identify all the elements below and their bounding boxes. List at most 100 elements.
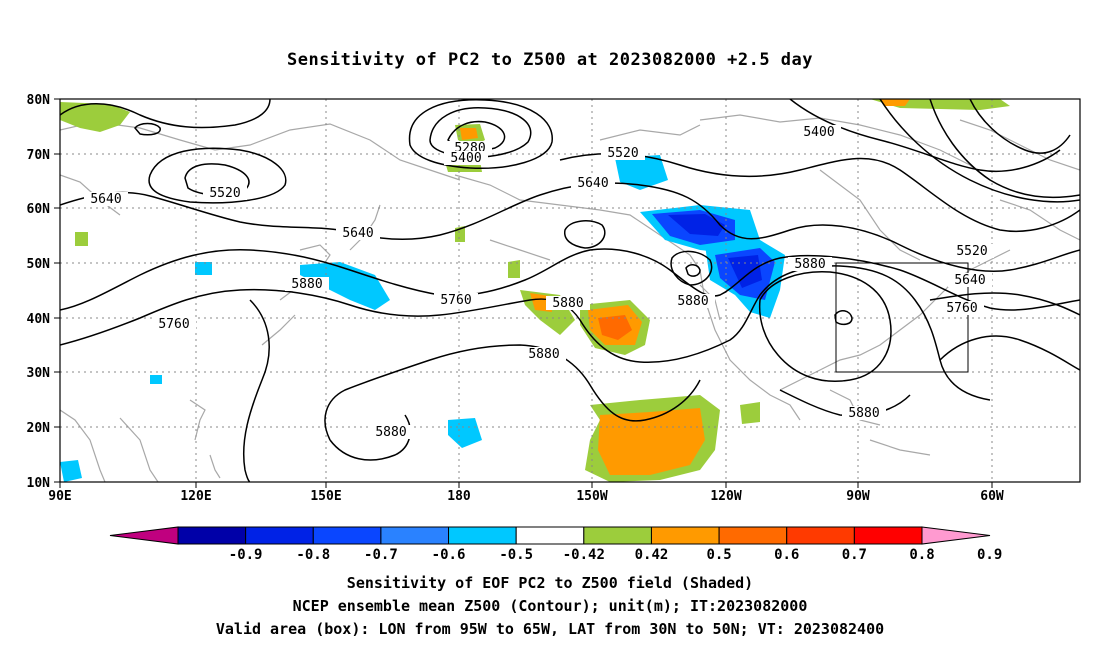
shade-negative-japan <box>300 262 390 310</box>
x-tick-label: 120E <box>180 489 211 504</box>
y-tick-label: 50N <box>27 257 51 272</box>
y-tick-label: 10N <box>27 476 51 491</box>
contour-label: 5880 <box>375 425 406 440</box>
shade-small-5 <box>740 402 760 424</box>
contour-5640-low2 <box>148 147 287 204</box>
contour-label: 5880 <box>794 257 825 272</box>
y-tick-label: 40N <box>27 312 51 327</box>
contour-5400-right <box>789 99 1061 173</box>
x-axis-labels: 90E 120E 150E 180 150W 120W 90W 60W <box>48 489 1004 504</box>
contour-5640-right <box>879 99 1080 203</box>
colorbar-label: -0.7 <box>364 547 398 563</box>
colorbar-swatch <box>448 526 517 545</box>
contour-5880-main <box>60 265 991 401</box>
shade-orange-arctic <box>880 99 910 106</box>
contour-label: 5520 <box>607 146 638 161</box>
gridlines <box>60 99 1080 482</box>
shade-negative-nw-dark <box>728 255 762 288</box>
colorbar-swatch <box>380 526 450 545</box>
x-tick-label: 150E <box>310 489 341 504</box>
colorbar-swatch <box>515 526 585 545</box>
colorbar-label: 0.5 <box>706 547 731 563</box>
colorbar-label: 0.9 <box>977 547 1002 563</box>
shaded-sensitivity <box>60 99 1010 482</box>
caption-contour: NCEP ensemble mean Z500 (Contour); unit(… <box>292 597 808 615</box>
contour-5760-main <box>60 248 1080 311</box>
y-tick-label: 60N <box>27 202 51 217</box>
colorbar-label: 0.8 <box>909 547 934 563</box>
y-tick-label: 80N <box>27 93 51 108</box>
z500-contours <box>60 99 1080 482</box>
shade-red-hawaii-n <box>598 315 632 340</box>
contour-small-low-bc2 <box>685 264 701 277</box>
contour-label: 5400 <box>803 125 834 140</box>
contour-5520-inner <box>408 99 553 169</box>
shade-orange-tropical <box>598 408 705 475</box>
x-tick-label: 90E <box>48 489 71 504</box>
shade-small-3 <box>75 232 88 246</box>
contour-label: 5880 <box>677 294 708 309</box>
shade-negative-bc-dark <box>668 214 725 236</box>
plot-frame <box>59 98 1081 483</box>
colorbar-swatch <box>718 526 788 545</box>
shade-negative-sc-sea <box>60 460 82 482</box>
colorbar-swatch <box>583 526 652 545</box>
colorbar-label: -0.8 <box>296 547 330 563</box>
y-tick-label: 20N <box>27 421 51 436</box>
contour-label: 5760 <box>158 317 189 332</box>
contour-5760-right <box>929 292 1080 316</box>
x-tick-label: 180 <box>447 489 471 504</box>
y-axis-labels: 80N 70N 60N 50N 40N 30N 20N 10N <box>27 93 51 491</box>
tick-marks <box>54 98 993 488</box>
colorbar-label: -0.6 <box>432 547 466 563</box>
contour-small-low-bc <box>670 250 713 286</box>
contour-label: 5880 <box>528 347 559 362</box>
colorbar-swatch <box>245 526 314 545</box>
colorbar-label: -0.9 <box>229 547 263 563</box>
contour-small-high <box>834 310 853 326</box>
contour-5520-main <box>60 99 1080 233</box>
shade-negative-gulf-ak <box>615 155 668 190</box>
shade-small-2 <box>150 375 162 384</box>
shade-small-1 <box>195 262 212 275</box>
shade-negative-wpac <box>448 418 482 448</box>
x-tick-label: 120W <box>710 489 741 504</box>
colorbar-swatch <box>312 526 382 545</box>
contour-small-low-gulf <box>564 220 606 249</box>
contour-small-ne <box>134 122 161 136</box>
colorbar-min-arrow <box>109 526 179 545</box>
colorbar-swatch <box>650 526 720 545</box>
caption-valid-area: Valid area (box): LON from 95W to 65W, L… <box>215 620 885 638</box>
colorbar: -0.9 -0.8 -0.7 -0.6 -0.5 -0.42 0.42 0.5 0.6 0.7 0.… <box>109 526 1002 563</box>
map-plot-area: 5280 5400 5520 5640 5880 5400 5520 5640 … <box>60 99 1080 482</box>
contour-label: 5880 <box>848 406 879 421</box>
colorbar-label: 0.42 <box>635 547 669 563</box>
y-tick-label: 30N <box>27 366 51 381</box>
valid-area-box <box>835 262 969 373</box>
contour-label: 5520 <box>209 186 240 201</box>
shade-positive-ne-asia <box>60 102 130 132</box>
colorbar-max-arrow <box>921 526 991 545</box>
contour-5880-high <box>758 271 892 382</box>
contour-labels: 5280 5400 5520 5640 5880 5400 5520 5640 … <box>84 125 994 440</box>
colorbar-label: -0.42 <box>563 547 605 563</box>
contour-label: 5400 <box>450 151 481 166</box>
colorbar-swatch <box>786 526 855 545</box>
x-tick-label: 60W <box>980 489 1004 504</box>
colorbar-label: -0.5 <box>499 547 533 563</box>
colorbar-swatch <box>177 526 247 545</box>
contour-label: 5760 <box>440 293 471 308</box>
x-tick-label: 90W <box>846 489 870 504</box>
contour-label: 5880 <box>291 277 322 292</box>
colorbar-label: 0.7 <box>842 547 867 563</box>
contour-5880-right <box>939 335 1080 371</box>
colorbar-label: 0.6 <box>774 547 799 563</box>
contour-label: 5640 <box>577 176 608 191</box>
contour-label: 5640 <box>342 226 373 241</box>
contour-label: 5640 <box>90 192 121 207</box>
contour-5520-right2 <box>929 99 1080 199</box>
contour-5400-ring <box>969 99 1071 154</box>
x-tick-label: 150W <box>576 489 607 504</box>
colorbar-swatch <box>853 526 923 545</box>
shade-orange-bering <box>460 128 478 140</box>
